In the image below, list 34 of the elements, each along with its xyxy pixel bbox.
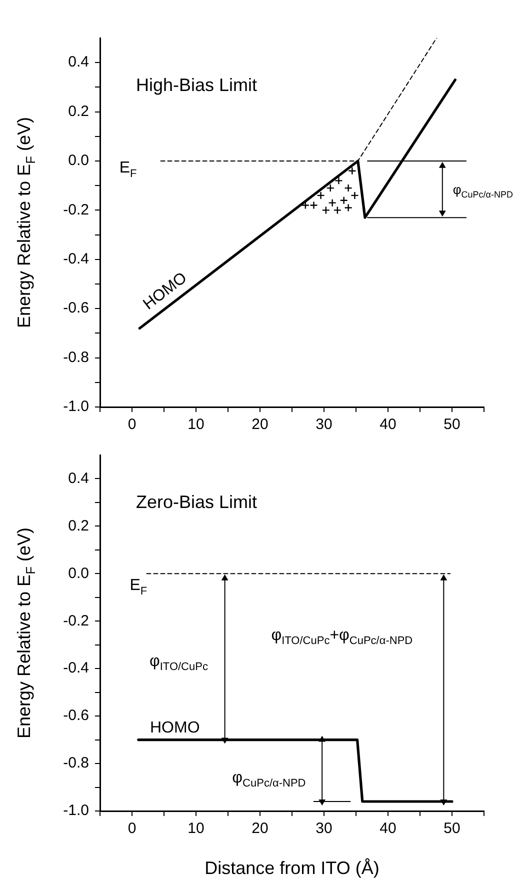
y-tick-label: 0.4 — [68, 54, 89, 71]
text: High-Bias Limit — [136, 74, 258, 95]
y-tick-label: 0.4 — [68, 470, 89, 487]
x-tick-label: 50 — [444, 416, 460, 434]
x-tick-label: 20 — [252, 820, 268, 838]
y-axis-title: Energy Relative to EF (eV) — [14, 527, 38, 739]
annotation: HOMO — [150, 719, 200, 736]
text: Zero-Bias Limit — [136, 492, 258, 512]
y-tick-label: 0.0 — [68, 564, 89, 582]
x-axis-title: Distance from ITO (Å) — [204, 858, 380, 878]
y-tick-label: -0.6 — [63, 300, 89, 317]
y-tick-label: 0.0 — [68, 152, 89, 170]
y-tick-label: 0.2 — [68, 517, 89, 534]
x-tick-label: 30 — [316, 416, 332, 434]
x-tick-label: 10 — [188, 820, 204, 838]
y-tick-label: -0.6 — [63, 707, 89, 724]
x-tick-label: 0 — [128, 820, 136, 838]
x-tick-label: 50 — [444, 820, 460, 838]
y-axis-title: Energy Relative to EF (eV) — [14, 116, 38, 328]
y-tick-label: 0.2 — [68, 102, 89, 120]
x-tick-label: 40 — [380, 416, 396, 434]
y-tick-label: -0.4 — [63, 660, 89, 677]
y-tick-label: -0.2 — [63, 201, 89, 218]
y-tick-label: -1.0 — [63, 398, 89, 416]
x-tick-label: 20 — [252, 416, 268, 434]
y-tick-label: -0.2 — [63, 612, 89, 630]
y-tick-label: -0.8 — [63, 348, 89, 366]
x-tick-label: 40 — [380, 820, 396, 838]
y-tick-label: -0.8 — [63, 754, 89, 772]
y-tick-label: -0.4 — [63, 250, 89, 268]
y-tick-label: -1.0 — [63, 802, 89, 820]
x-tick-label: 10 — [188, 416, 204, 434]
x-tick-label: 0 — [128, 416, 136, 434]
x-tick-label: 30 — [316, 820, 332, 838]
